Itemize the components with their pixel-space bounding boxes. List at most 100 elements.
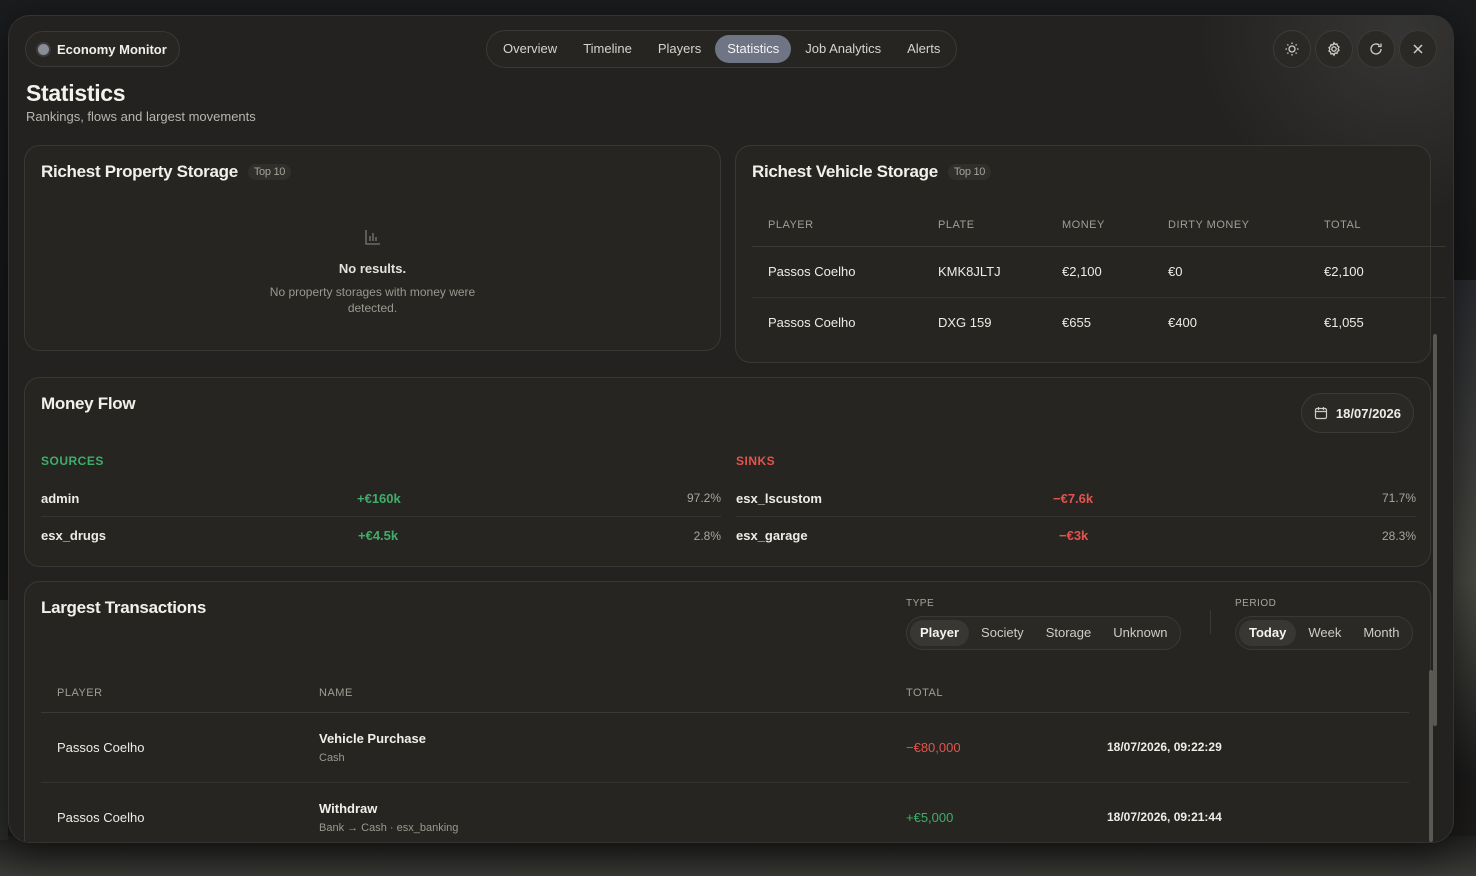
tab-job-analytics[interactable]: Job Analytics xyxy=(805,41,882,56)
flow-source-pct: 2.8% xyxy=(693,528,721,543)
empty-description: No property storages with money were det… xyxy=(269,285,476,315)
flow-source-name: esx_drugs xyxy=(41,528,107,543)
table-row[interactable]: Passos Coelho Withdraw Bank → Cash · esx… xyxy=(41,782,1409,842)
cell-total: −€80,000 xyxy=(890,712,1091,783)
type-filter: Player Society Storage Unknown xyxy=(906,616,1182,650)
sinks-column: SINKS esx_lscustom −€7.6k 71.7% esx_gara… xyxy=(736,454,1416,554)
bar-chart-icon xyxy=(25,228,720,251)
tab-statistics[interactable]: Statistics xyxy=(715,35,792,63)
period-option-today[interactable]: Today xyxy=(1239,620,1297,646)
money-flow-card: Money Flow 18/07/2026 SOURCES admin +€16… xyxy=(24,377,1431,567)
type-option-player[interactable]: Player xyxy=(910,620,970,646)
main-tabs: Overview Timeline Players Statistics Job… xyxy=(486,30,958,68)
date-value: 18/07/2026 xyxy=(1335,405,1401,421)
flow-sink-amount: −€3k xyxy=(1059,528,1089,543)
cell-timestamp: 18/07/2026, 09:22:29 xyxy=(1091,712,1409,783)
column-header: DIRTY MONEY xyxy=(1152,204,1308,247)
gear-icon xyxy=(1328,41,1340,57)
sinks-label: SINKS xyxy=(736,454,776,468)
flow-sink-pct: 28.3% xyxy=(1381,528,1416,543)
table-row[interactable]: Passos Coelho DXG 159 €655 €400 €1,055 xyxy=(752,297,1446,348)
property-storage-title: Richest Property Storage xyxy=(41,162,238,181)
transaction-detail: Bank → Cash · esx_banking xyxy=(319,821,459,834)
transaction-detail: Cash xyxy=(319,751,345,764)
empty-title: No results. xyxy=(338,261,407,276)
empty-state: No results. No property storages with mo… xyxy=(25,228,720,316)
cell-total: €2,100 xyxy=(1308,246,1446,298)
tab-players[interactable]: Players xyxy=(657,41,702,56)
transaction-name: Withdraw xyxy=(319,800,378,816)
type-option-society[interactable]: Society xyxy=(981,625,1024,640)
flow-source-amount: +€4.5k xyxy=(358,528,399,543)
tab-alerts[interactable]: Alerts xyxy=(907,41,941,56)
sun-icon xyxy=(1285,42,1299,56)
column-header: PLATE xyxy=(922,204,1046,247)
close-button[interactable] xyxy=(1399,30,1437,68)
period-option-month[interactable]: Month xyxy=(1363,625,1400,640)
settings-button[interactable] xyxy=(1315,30,1353,68)
top10-badge: Top 10 xyxy=(247,164,292,180)
cell-player: Passos Coelho xyxy=(41,712,303,783)
cell-money: €655 xyxy=(1062,315,1091,331)
app-brand: Economy Monitor xyxy=(25,31,180,67)
transaction-name: Vehicle Purchase xyxy=(319,730,426,746)
vehicle-storage-title: Richest Vehicle Storage xyxy=(752,162,938,181)
column-header: MONEY xyxy=(1046,204,1152,247)
filter-divider xyxy=(1210,610,1211,634)
property-storage-card: Richest Property Storage Top 10 No resul… xyxy=(24,145,721,351)
cell-plate: KMK8JLTJ xyxy=(922,246,1046,298)
table-header-row: PLAYER PLATE MONEY DIRTY MONEY TOTAL xyxy=(752,204,1446,247)
sources-label: SOURCES xyxy=(41,454,104,468)
period-option-week[interactable]: Week xyxy=(1308,625,1342,640)
calendar-icon xyxy=(1314,407,1328,420)
flow-row[interactable]: esx_drugs +€4.5k 2.8% xyxy=(41,517,721,554)
tab-timeline[interactable]: Timeline xyxy=(583,41,632,56)
flow-sink-amount: −€7.6k xyxy=(1053,490,1094,506)
largest-transactions-title: Largest Transactions xyxy=(41,598,207,617)
cell-timestamp: 18/07/2026, 09:21:44 xyxy=(1091,782,1409,842)
vehicle-storage-table: PLAYER PLATE MONEY DIRTY MONEY TOTAL Pas… xyxy=(752,204,1446,348)
cell-player: Passos Coelho xyxy=(752,246,922,298)
cell-money: €2,100 xyxy=(1046,246,1152,298)
type-filter-label: TYPE xyxy=(906,598,935,609)
money-flow-title: Money Flow xyxy=(41,394,136,413)
window-controls xyxy=(1273,30,1437,68)
table-row[interactable]: Passos Coelho Vehicle Purchase Cash −€80… xyxy=(41,712,1409,783)
cell-total: €1,055 xyxy=(1324,315,1364,331)
tab-overview[interactable]: Overview xyxy=(503,41,558,56)
type-option-storage[interactable]: Storage xyxy=(1045,625,1092,640)
background-scenery xyxy=(1450,280,1476,780)
vehicle-storage-card: Richest Vehicle Storage Top 10 PLAYER PL… xyxy=(735,145,1446,363)
theme-toggle-button[interactable] xyxy=(1273,30,1311,68)
flow-row[interactable]: esx_garage −€3k 28.3% xyxy=(736,517,1416,554)
app-title: Economy Monitor xyxy=(57,41,167,57)
column-header: PLAYER xyxy=(41,674,303,713)
date-picker-button[interactable]: 18/07/2026 xyxy=(1300,393,1414,433)
economy-monitor-window: Economy Monitor Overview Timeline Player… xyxy=(8,15,1454,843)
column-header xyxy=(1091,674,1409,713)
page-title: Statistics xyxy=(26,80,126,106)
page-scrollbar[interactable] xyxy=(1433,334,1437,726)
sources-column: SOURCES admin +€160k 97.2% esx_drugs +€4… xyxy=(41,454,721,554)
largest-transactions-card: Largest Transactions TYPE Player Society… xyxy=(24,581,1431,842)
refresh-button[interactable] xyxy=(1357,30,1395,68)
flow-sink-pct: 71.7% xyxy=(1381,491,1416,505)
transactions-table: PLAYER NAME TOTAL Passos Coelho Vehicle … xyxy=(41,674,1409,842)
flow-row[interactable]: admin +€160k 97.2% xyxy=(41,480,721,517)
column-header: PLAYER xyxy=(752,204,922,247)
flow-sink-name: esx_garage xyxy=(736,528,808,543)
background-scenery-left xyxy=(0,600,8,840)
table-header-row: PLAYER NAME TOTAL xyxy=(41,674,1409,713)
flow-sink-name: esx_lscustom xyxy=(736,490,822,506)
cell-player: Passos Coelho xyxy=(768,315,856,331)
column-header: NAME xyxy=(303,674,890,713)
column-header: TOTAL xyxy=(1308,204,1446,247)
period-filter: Today Week Month xyxy=(1235,616,1414,650)
table-row[interactable]: Passos Coelho KMK8JLTJ €2,100 €0 €2,100 xyxy=(752,246,1446,298)
flow-row[interactable]: esx_lscustom −€7.6k 71.7% xyxy=(736,480,1416,517)
flow-source-amount: +€160k xyxy=(357,490,401,506)
cell-plate: DXG 159 xyxy=(938,315,992,331)
flow-source-pct: 97.2% xyxy=(686,491,721,505)
type-option-unknown[interactable]: Unknown xyxy=(1113,625,1168,640)
transactions-scrollbar[interactable] xyxy=(1429,670,1433,842)
